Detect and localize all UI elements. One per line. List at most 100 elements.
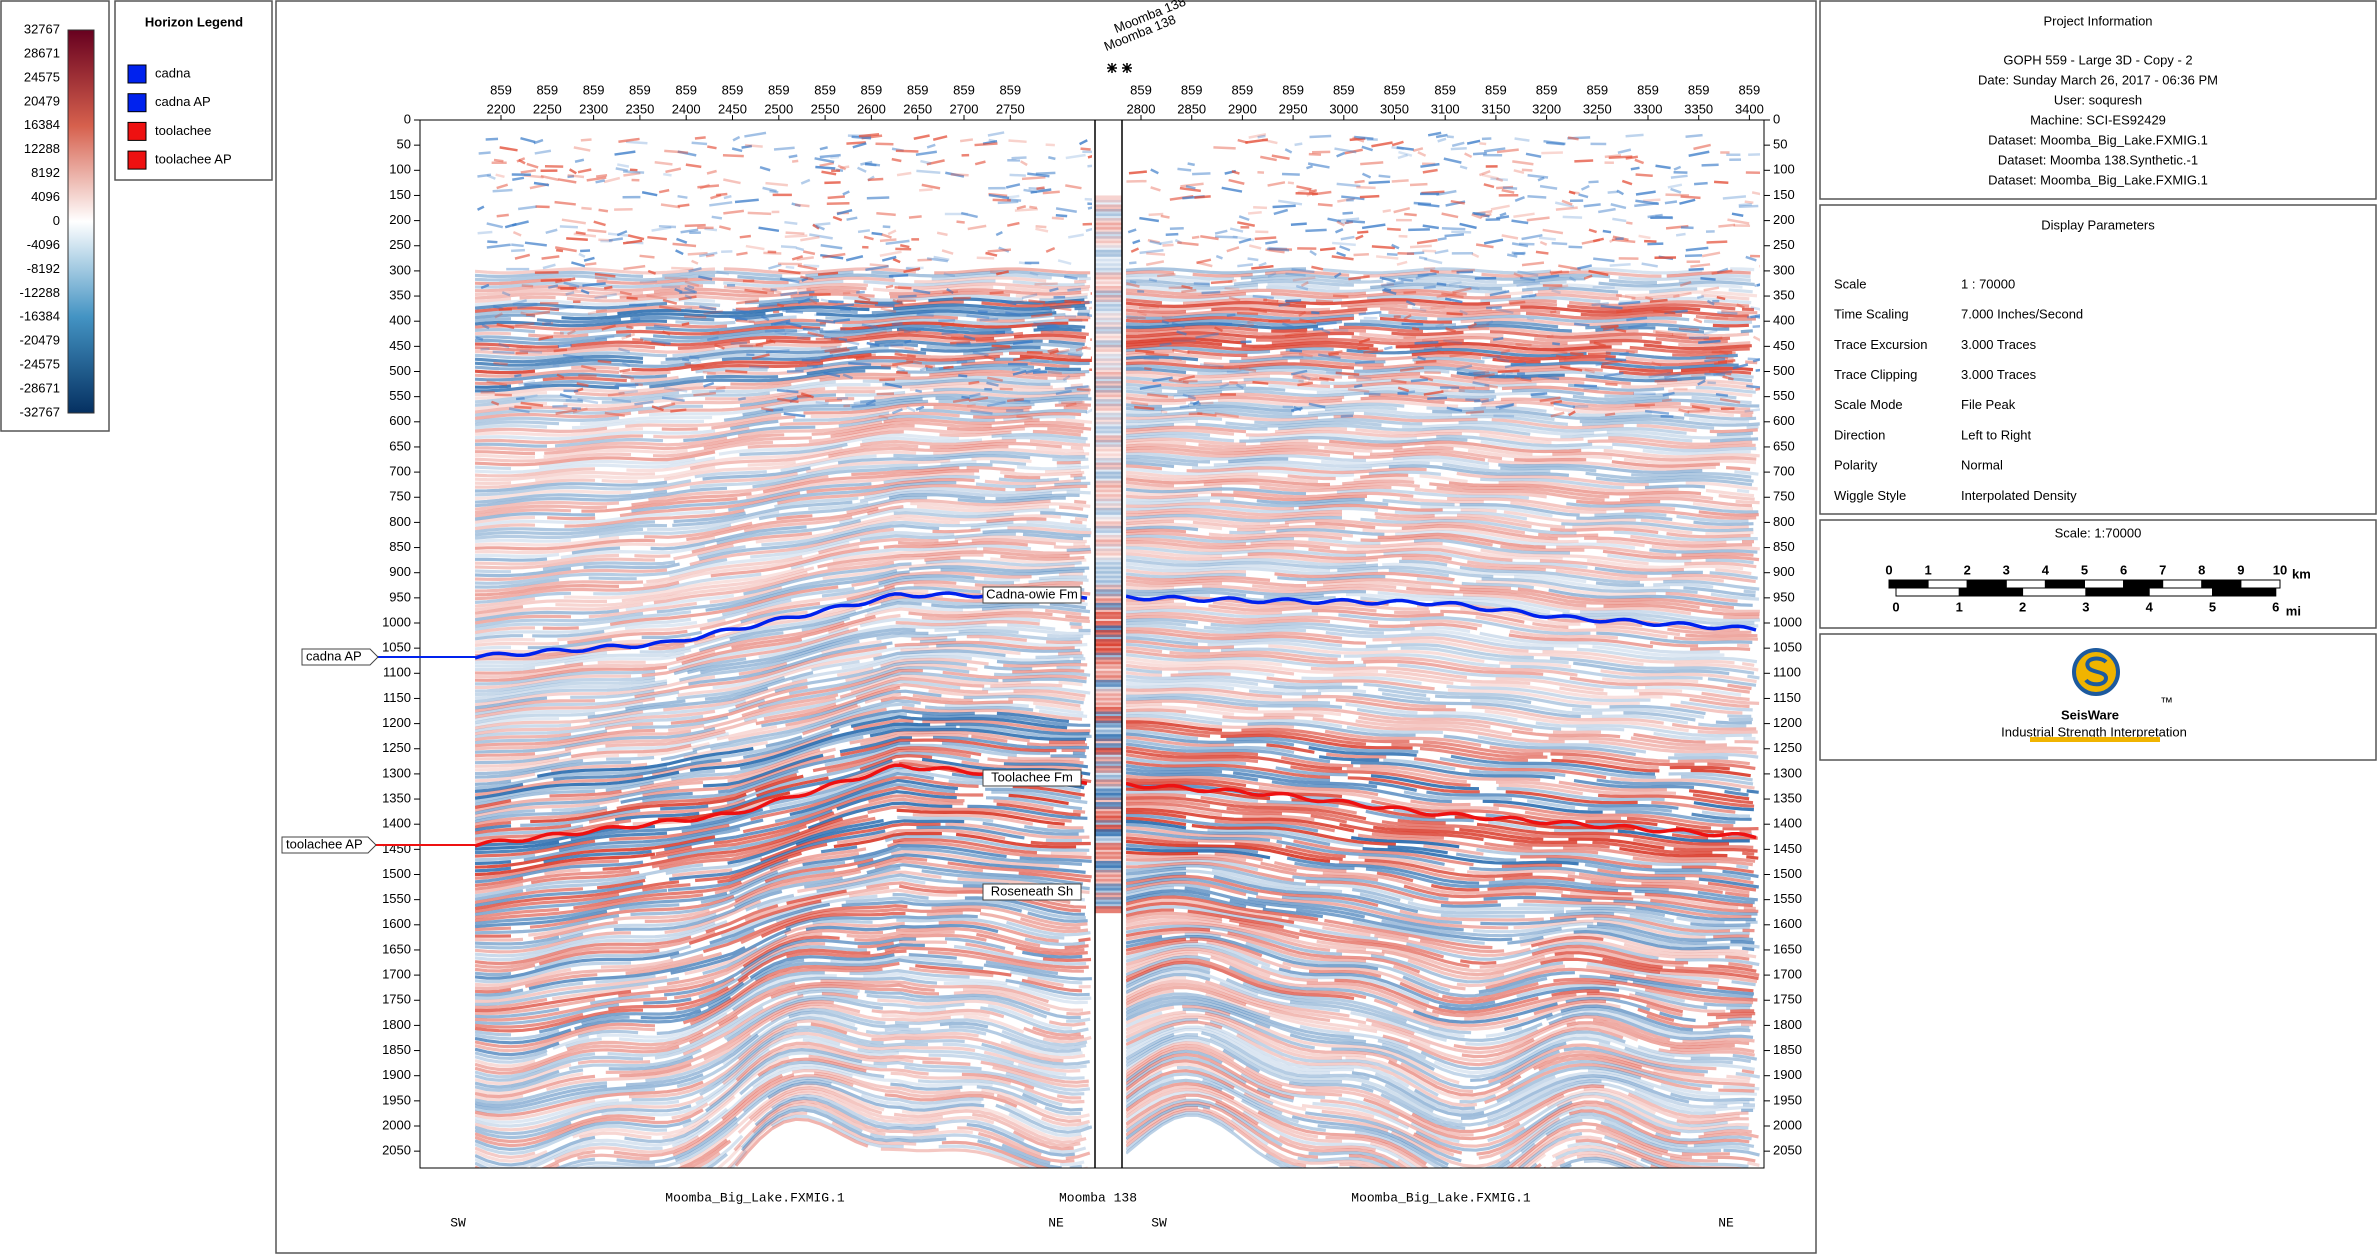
noise: [1144, 366, 1152, 371]
noise: [959, 138, 974, 143]
noise: [1346, 219, 1365, 224]
reflector: [1070, 625, 1083, 630]
reflector: [1587, 439, 1756, 450]
reflector: [1693, 520, 1754, 527]
reflector: [654, 1006, 764, 1060]
reflector: [650, 824, 808, 860]
reflector: [669, 928, 755, 960]
reflector: [769, 847, 867, 871]
noise: [1456, 364, 1473, 371]
noise: [480, 347, 490, 351]
noise: [1285, 272, 1306, 277]
reflector: [1126, 276, 1211, 284]
noise: [1268, 319, 1291, 323]
noise: [1519, 276, 1536, 282]
noise: [987, 248, 1012, 253]
noise: [824, 399, 843, 403]
reflector: [1126, 1001, 1271, 1029]
project-line: Date: Sunday March 26, 2017 - 06:36 PM: [1978, 72, 2218, 87]
reflector: [475, 523, 536, 531]
reflector: [729, 870, 779, 894]
noise: [481, 323, 490, 330]
reflector: [1360, 473, 1409, 479]
reflector: [1189, 937, 1263, 958]
reflector: [1126, 663, 1295, 676]
time-label: 2000: [1773, 1117, 1802, 1132]
reflector: [1350, 836, 1460, 849]
noise: [738, 397, 746, 401]
reflector: [1027, 976, 1064, 987]
reflector: [802, 843, 1007, 867]
reflector: [711, 415, 796, 430]
noise: [844, 339, 860, 346]
reflector: [596, 305, 717, 313]
noise: [1436, 349, 1445, 355]
noise: [1021, 176, 1046, 181]
synthetic-band: [1095, 498, 1122, 506]
reflector: [475, 599, 608, 612]
reflector: [475, 346, 716, 357]
noise: [511, 220, 529, 227]
noise: [487, 240, 498, 244]
reflector: [1690, 922, 1751, 927]
reflector: [475, 453, 536, 459]
reflector: [1208, 530, 1354, 538]
reflector: [1012, 1130, 1074, 1151]
noise: [1451, 268, 1475, 273]
synthetic-band: [1095, 797, 1122, 805]
reflector: [740, 586, 981, 624]
reflector: [1461, 1037, 1535, 1059]
reflector: [1354, 1130, 1536, 1168]
noise: [607, 232, 629, 237]
reflector: [1370, 954, 1564, 984]
reflector: [1459, 827, 1544, 841]
reflector: [1126, 636, 1199, 646]
time-label: 1900: [1773, 1067, 1802, 1082]
noise: [1435, 322, 1445, 329]
reflector: [589, 699, 747, 725]
noise: [670, 408, 687, 413]
noise: [1085, 227, 1092, 232]
reflector: [981, 1042, 1090, 1066]
reflector: [1701, 293, 1750, 301]
reflector: [1377, 591, 1570, 613]
reflector: [528, 922, 589, 937]
noise: [639, 254, 655, 259]
noise: [1752, 335, 1760, 342]
reflector: [475, 1045, 680, 1075]
reflector: [1634, 1088, 1755, 1112]
reflector: [1335, 698, 1456, 712]
reflector: [1126, 847, 1271, 860]
reflector: [1033, 327, 1082, 332]
noise: [1706, 299, 1715, 306]
reflector: [1587, 924, 1708, 945]
reflector: [1200, 795, 1358, 815]
reflector: [943, 981, 1088, 1005]
reflector: [1360, 517, 1577, 535]
reflector: [601, 479, 638, 484]
noise: [540, 278, 563, 282]
reflector: [1421, 625, 1471, 634]
noise: [661, 396, 685, 402]
reflector: [1126, 615, 1331, 625]
noise: [1446, 312, 1463, 316]
noise: [936, 231, 948, 237]
reflector: [475, 909, 608, 929]
reflector: [613, 908, 710, 922]
section-frame: [419, 119, 1765, 1169]
noise: [1161, 337, 1174, 343]
reflector: [1653, 582, 1714, 589]
reflector: [1467, 560, 1648, 578]
reflector: [667, 829, 801, 860]
reflector: [1126, 464, 1163, 471]
reflector: [1242, 1110, 1419, 1168]
reflector: [475, 1098, 620, 1124]
noise: [919, 188, 933, 192]
reflector: [1495, 780, 1677, 795]
reflector: [559, 326, 633, 335]
reflector: [963, 348, 1084, 356]
noise: [625, 140, 648, 145]
noise: [544, 321, 552, 326]
reflector: [1352, 692, 1581, 719]
noise: [554, 246, 577, 253]
